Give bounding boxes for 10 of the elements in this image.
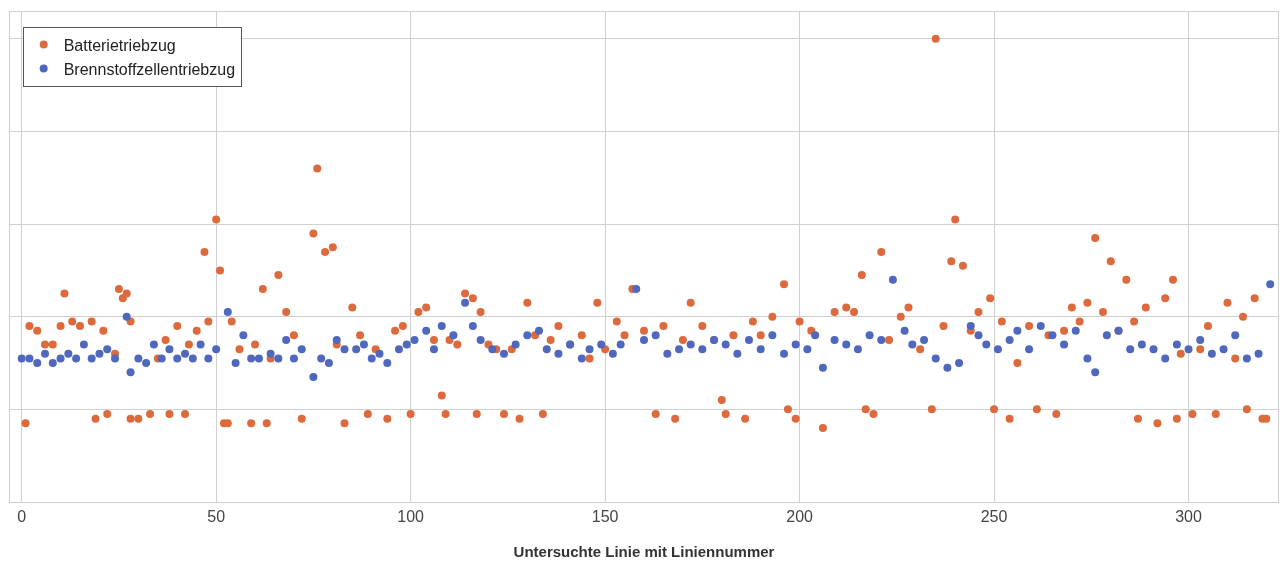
x-tick-label: 150 xyxy=(591,508,619,526)
x-tick-label: 200 xyxy=(786,508,814,526)
x-tick-label: 0 xyxy=(17,508,27,526)
x-tick-label: 250 xyxy=(980,508,1008,526)
legend-label: Brennstoffzellentriebzug xyxy=(63,60,236,78)
x-tick-label: 100 xyxy=(397,508,425,526)
x-axis-title: Untersuchte Linie mit Liniennummer xyxy=(513,543,775,561)
legend-label: Batterietriebzug xyxy=(63,36,176,54)
x-tick-label: 300 xyxy=(1175,508,1202,526)
x-tick-label: 50 xyxy=(207,508,226,526)
